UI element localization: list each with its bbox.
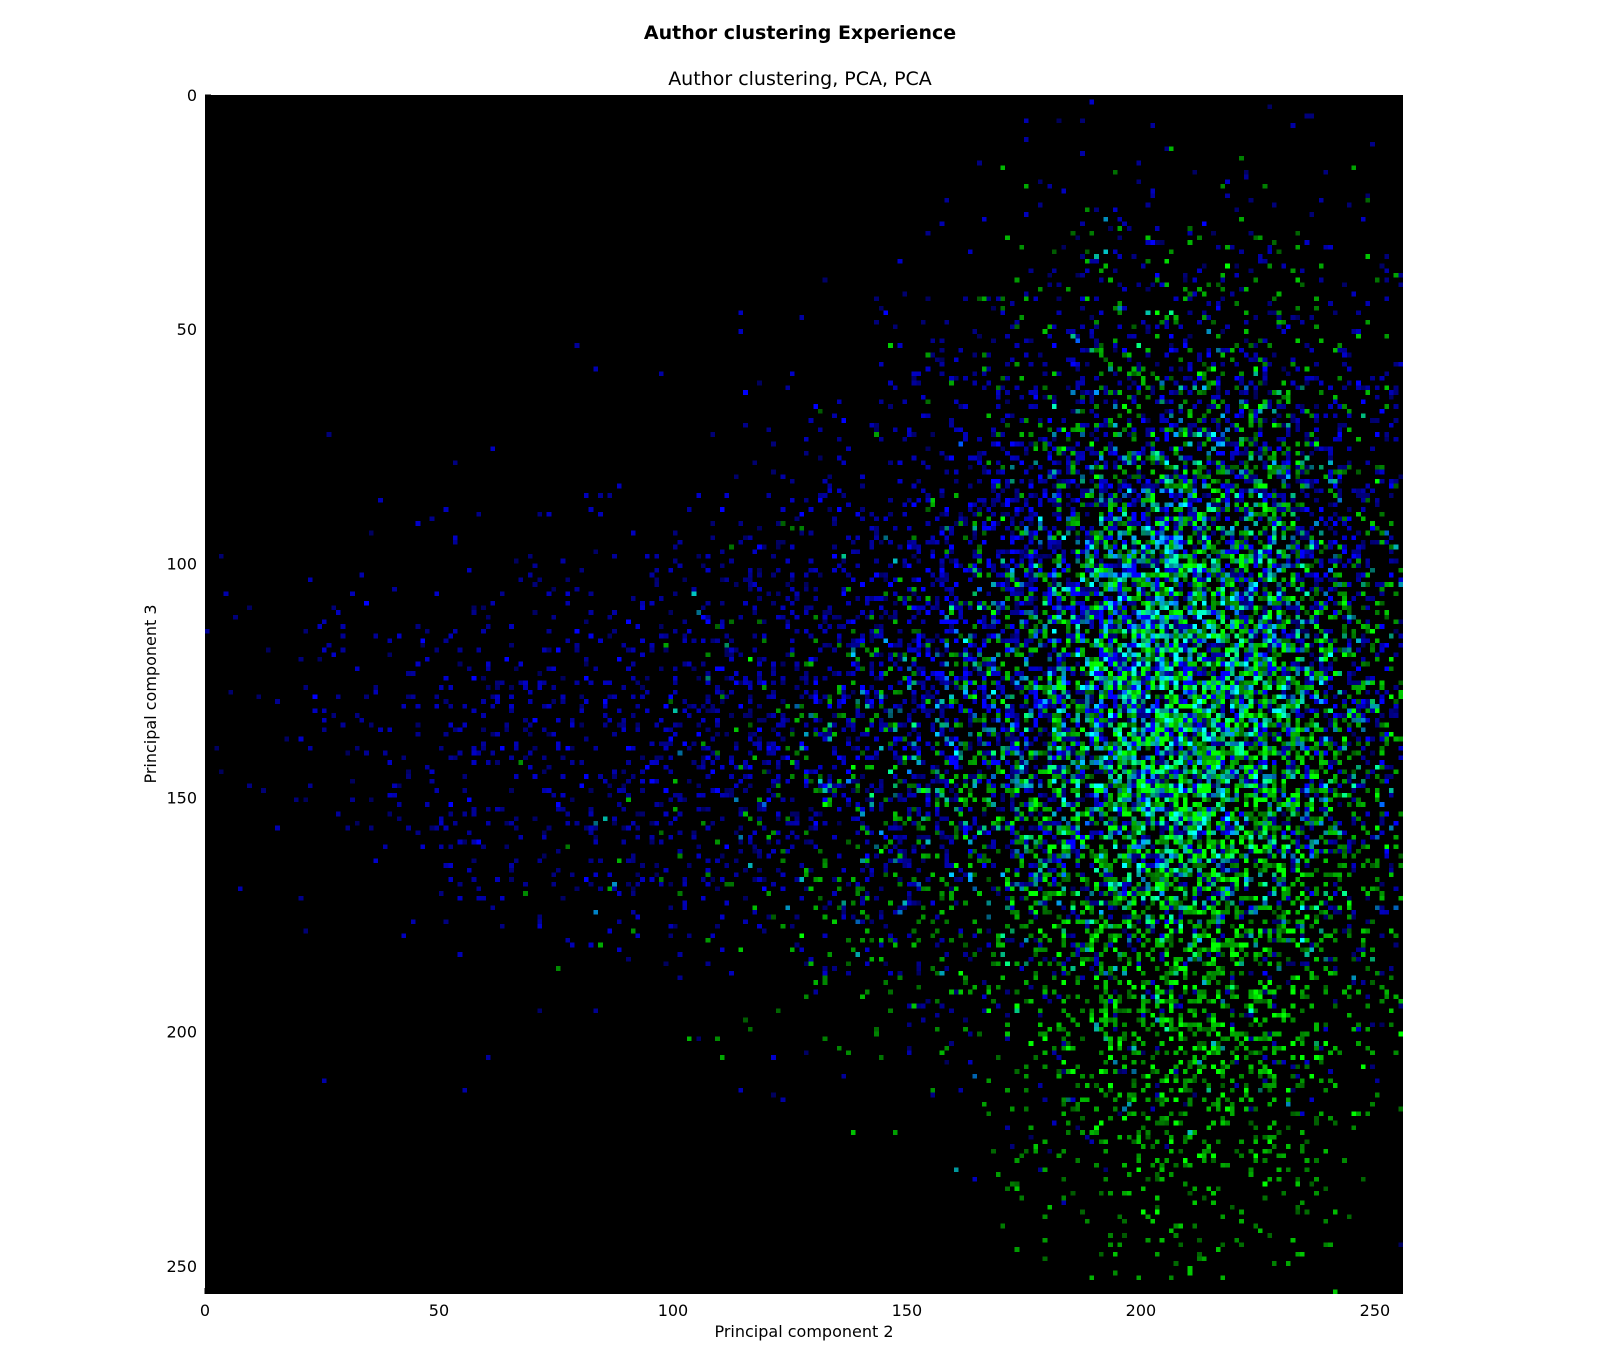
y-tick-label: 250 (166, 1257, 197, 1276)
y-tick-label: 200 (166, 1023, 197, 1042)
y-tick-label: 50 (177, 320, 197, 339)
y-tick-label: 150 (166, 789, 197, 808)
chart-suptitle: Author clustering Experience (643, 22, 957, 44)
heatmap-image (205, 95, 1403, 1294)
chart-title: Author clustering, PCA, PCA (668, 68, 932, 90)
x-tick-label: 0 (200, 1301, 210, 1320)
x-tick-label: 200 (1126, 1301, 1157, 1320)
x-tick-label: 50 (429, 1301, 449, 1320)
y-tick-label: 100 (166, 554, 197, 573)
x-tick-label: 150 (892, 1301, 923, 1320)
y-axis-label: Principal component 3 (141, 604, 160, 783)
x-axis-label: Principal component 2 (714, 1322, 893, 1341)
y-tick-label: 0 (187, 86, 197, 105)
x-tick-label: 100 (658, 1301, 689, 1320)
axis-ticks: 0 50 100 150 200 250 0 50 100 150 200 250 (166, 86, 1390, 1320)
x-tick-label: 250 (1360, 1301, 1391, 1320)
